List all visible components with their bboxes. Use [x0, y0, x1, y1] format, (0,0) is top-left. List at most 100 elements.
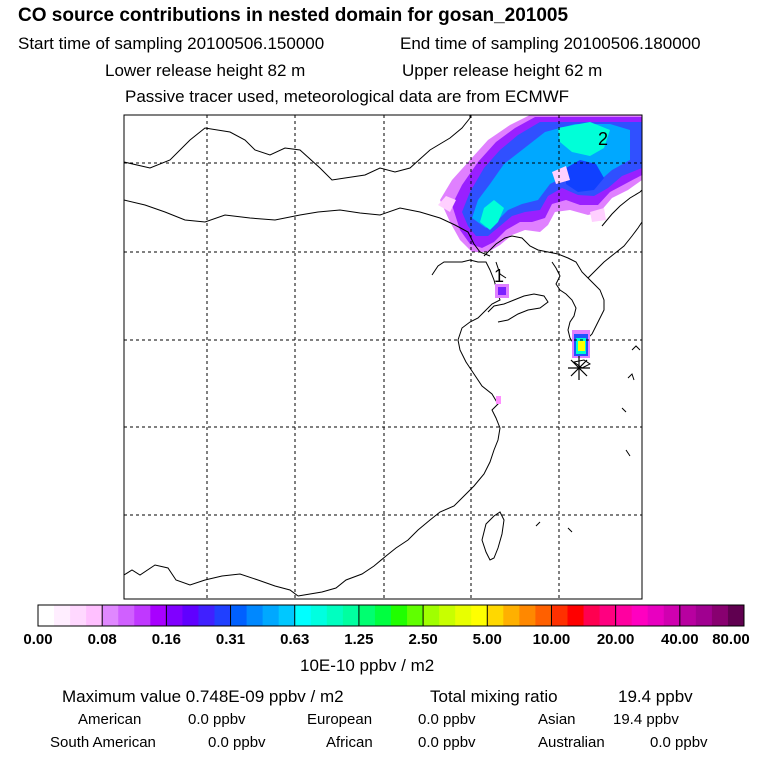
release-point-1-plume	[495, 284, 509, 298]
colorbar-tick-label: 40.00	[661, 631, 699, 648]
coastline-northern-border	[124, 115, 471, 181]
colorbar-swatch	[70, 605, 87, 626]
colorbar-swatch	[38, 605, 55, 626]
south-american-label: South American	[50, 734, 156, 751]
plume-blue-core	[566, 160, 604, 192]
colorbar-swatch	[695, 605, 713, 626]
colorbar-swatch	[439, 605, 456, 626]
colorbar-swatch	[615, 605, 633, 626]
annotation-1: 1	[494, 266, 504, 286]
map-frame	[123, 114, 643, 600]
colorbar-swatch	[471, 605, 488, 626]
colorbar-swatch	[631, 605, 649, 626]
northern-plume	[438, 115, 642, 252]
south-american-value: 0.0 ppbv	[208, 734, 266, 751]
colorbar-swatch	[134, 605, 151, 626]
colorbar-swatch	[551, 605, 568, 626]
asian-label: Asian	[538, 711, 576, 728]
colorbar-tick-label: 20.00	[596, 631, 635, 648]
coastline-jeju	[572, 359, 591, 369]
receptor-marker	[568, 356, 590, 380]
coastline-bohai-north	[483, 235, 559, 257]
colorbar	[37, 605, 745, 626]
colorbar-swatch	[86, 605, 103, 626]
coastline-manchuria	[601, 189, 642, 227]
lower-release-label: Lower release height 82 m	[105, 61, 306, 80]
colorbar-tick-label: 0.08	[87, 631, 117, 648]
total-mixing-value: 19.4 ppbv	[618, 687, 693, 706]
colorbar-swatch	[54, 605, 71, 626]
colorbar-swatch	[310, 605, 328, 626]
american-value: 0.0 ppbv	[188, 711, 246, 728]
colorbar-tick-label: 0.31	[215, 631, 246, 648]
map-gridlines	[124, 115, 642, 599]
total-mixing-label: Total mixing ratio	[430, 687, 558, 706]
coastline-mongolia-border	[124, 199, 491, 257]
colorbar-swatch	[391, 605, 408, 626]
coastline-southwest	[124, 564, 299, 597]
plume-cyan	[480, 122, 610, 230]
coastline-liaodong	[495, 261, 507, 279]
colorbar-frame	[37, 604, 745, 627]
colorbar-tick-label: 5.00	[472, 631, 502, 648]
colorbar-swatch	[342, 605, 360, 626]
coastline-japan-islands	[535, 345, 641, 533]
colorbar-swatch	[198, 605, 215, 626]
colorbar-swatch	[423, 605, 440, 626]
colorbar-tick-label: 0.16	[151, 631, 181, 648]
european-value: 0.0 ppbv	[418, 711, 476, 728]
coastline-shandong	[487, 293, 549, 323]
colorbar-tick-label: 80.00	[712, 631, 750, 648]
coastline-taiwan	[481, 511, 505, 561]
african-label: African	[326, 734, 373, 751]
tracer-info-label: Passive tracer used, meteorological data…	[125, 87, 570, 106]
asian-value: 19.4 ppbv	[613, 711, 679, 728]
start-time-label: Start time of sampling 20100506.150000	[18, 34, 325, 53]
colorbar-swatch	[166, 605, 183, 626]
colorbar-swatch	[374, 605, 392, 626]
colorbar-swatch	[278, 605, 296, 626]
colorbar-unit-label: 10E-10 ppbv / m2	[300, 656, 435, 675]
colorbar-swatch	[727, 605, 745, 626]
colorbar-swatch	[118, 605, 135, 626]
colorbar-swatch	[246, 605, 264, 626]
colorbar-swatch	[487, 605, 504, 626]
american-label: American	[78, 711, 142, 728]
coastline-korea-north	[587, 221, 642, 279]
colorbar-swatch	[567, 605, 585, 626]
end-time-label: End time of sampling 20100506.180000	[400, 34, 701, 53]
european-label: European	[307, 711, 373, 728]
colorbar-tick-label: 10.00	[532, 631, 571, 648]
upper-release-label: Upper release height 62 m	[402, 61, 603, 80]
colorbar-swatch	[407, 605, 424, 626]
colorbar-swatch	[519, 605, 536, 626]
colorbar-swatch	[214, 605, 232, 626]
colorbar-swatch	[503, 605, 520, 626]
colorbar-swatch	[711, 605, 729, 626]
colorbar-swatch	[326, 605, 344, 626]
max-value-label: Maximum value 0.748E-09 ppbv / m2	[62, 687, 344, 706]
map-area	[124, 115, 642, 599]
gosan-plume	[496, 330, 590, 404]
african-value: 0.0 ppbv	[418, 734, 476, 751]
coastline-china-east	[297, 259, 501, 597]
colorbar-tick-label: 1.25	[344, 631, 374, 648]
colorbar-tick-label: 2.50	[408, 631, 438, 648]
colorbar-swatch	[583, 605, 601, 626]
colorbar-swatch	[535, 605, 552, 626]
colorbar-swatch	[679, 605, 697, 626]
colorbar-swatch	[150, 605, 167, 626]
chart-title: CO source contributions in nested domain…	[18, 5, 569, 26]
colorbar-swatch	[182, 605, 199, 626]
colorbar-swatch	[294, 605, 312, 626]
colorbar-swatch	[647, 605, 665, 626]
colorbar-tick-label: 0.63	[280, 631, 310, 648]
colorbar-swatch	[262, 605, 280, 626]
colorbar-swatch	[599, 605, 617, 626]
colorbar-swatch	[102, 605, 119, 626]
colorbar-tick-label: 0.00	[23, 631, 53, 648]
plume-light-halo	[438, 166, 606, 222]
australian-value: 0.0 ppbv	[650, 734, 708, 751]
australian-label: Australian	[538, 734, 605, 751]
